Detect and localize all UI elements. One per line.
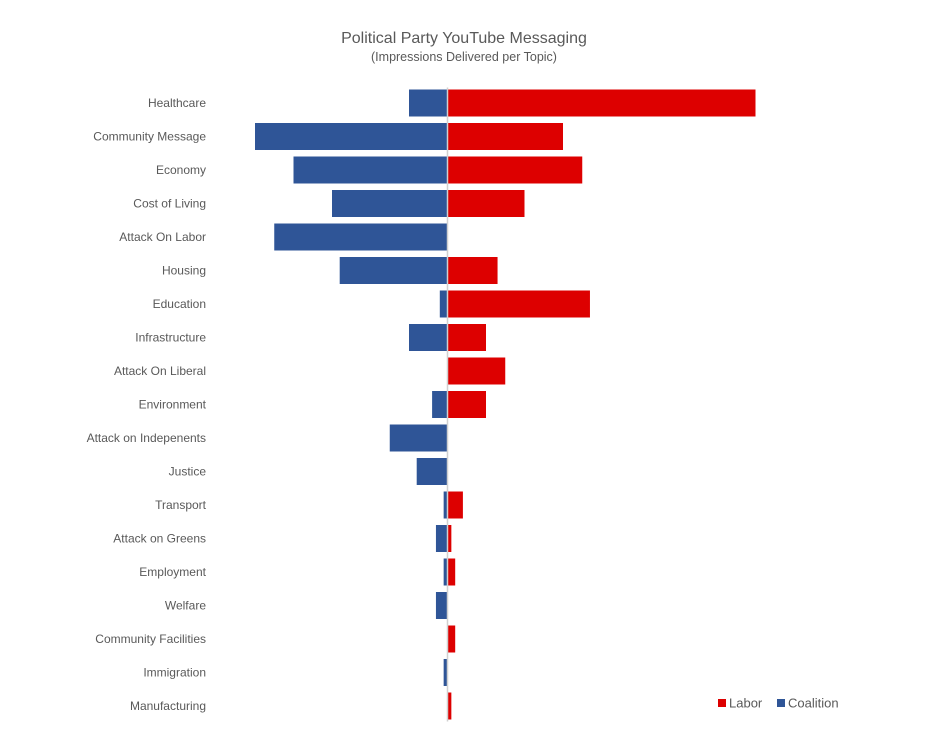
bar-labor-employment [447,558,456,586]
bar-coalition-cost-of-living [332,190,448,217]
bar-coalition-environment [432,391,448,418]
bar-coalition-attack-on-indepenents [389,424,448,452]
category-label-justice: Justice [169,465,207,479]
bar-labor-education [447,290,590,318]
category-label-manufacturing: Manufacturing [130,699,206,713]
bar-coalition-employment [443,558,448,586]
chart-subtitle: (Impressions Delivered per Topic) [371,50,557,64]
bar-labor-attack-on-greens [447,525,452,552]
bar-labor-healthcare [447,89,756,117]
category-label-infrastructure: Infrastructure [135,331,206,345]
category-label-community-facilities: Community Facilities [95,632,206,646]
chart-title: Political Party YouTube Messaging [341,30,587,47]
bar-labor-housing [447,257,498,284]
category-label-welfare: Welfare [165,599,206,613]
bar-coalition-immigration [443,659,448,686]
bar-coalition-infrastructure [409,324,448,351]
category-label-transport: Transport [155,498,207,512]
bar-labor-community-message [447,123,563,150]
bar-coalition-education [439,290,448,318]
bar-coalition-community-message [255,123,448,150]
bar-coalition-justice [416,458,448,485]
bar-labor-economy [447,156,583,184]
legend-label-labor: Labor [729,696,763,711]
bar-coalition-attack-on-greens [435,525,448,552]
category-label-economy: Economy [156,163,206,177]
category-label-attack-on-labor: Attack On Labor [119,230,206,244]
bar-coalition-housing [339,257,448,284]
category-label-community-message: Community Message [93,130,206,144]
category-label-immigration: Immigration [143,666,206,680]
bar-coalition-transport [443,491,448,519]
category-label-education: Education [153,297,206,311]
bar-labor-attack-on-liberal [447,357,506,385]
bar-labor-infrastructure [447,324,486,351]
category-label-attack-on-greens: Attack on Greens [113,532,206,546]
legend-label-coalition: Coalition [788,696,839,711]
bar-coalition-welfare [435,592,448,619]
category-label-housing: Housing [162,264,206,278]
legend-swatch-labor [718,699,726,707]
bar-labor-transport [447,491,463,519]
bar-coalition-economy [293,156,448,184]
bar-coalition-healthcare [409,89,448,117]
category-label-cost-of-living: Cost of Living [133,197,206,211]
bar-coalition-attack-on-labor [274,223,448,251]
category-label-environment: Environment [139,398,207,412]
bar-labor-cost-of-living [447,190,525,217]
legend-swatch-coalition [777,699,785,707]
bar-labor-environment [447,391,486,418]
bar-labor-community-facilities [447,625,456,653]
bar-labor-manufacturing [447,692,452,720]
category-label-healthcare: Healthcare [148,96,206,110]
category-label-attack-on-liberal: Attack On Liberal [114,364,206,378]
category-label-employment: Employment [139,565,206,579]
category-label-attack-on-indepenents: Attack on Indepenents [87,431,206,445]
